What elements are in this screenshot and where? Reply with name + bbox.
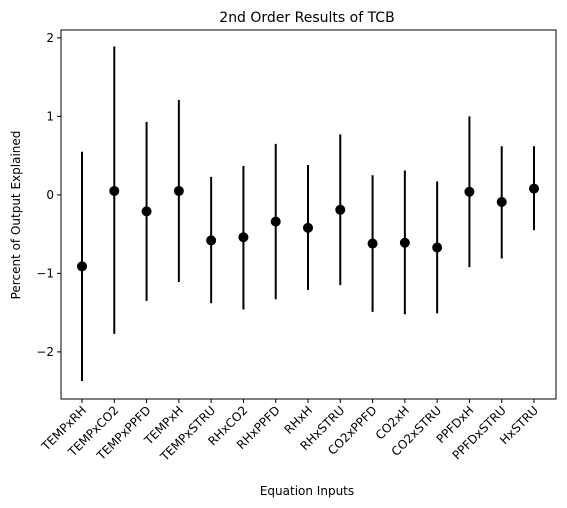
data-point [496,196,507,207]
data-point [77,261,87,272]
data-point [173,185,184,196]
data-point [367,238,378,249]
y-tick-label: 0 [46,188,54,202]
data-point [529,183,539,194]
x-axis: TEMPxRHTEMPxCO2TEMPxPPFDTEMPxHTEMPxSTRUR… [38,399,541,465]
x-axis-label: Equation Inputs [260,484,354,498]
data-point [335,204,346,215]
chart-title: 2nd Order Results of TCB [219,10,394,26]
y-tick-label: −1 [36,266,54,280]
y-axis: −2 −1 0 1 2 [36,31,61,359]
y-tick-label: −2 [36,345,54,359]
data-point [238,232,249,243]
y-axis-label: Percent of Output Explained [9,131,23,300]
data-point [270,216,281,227]
data-point [432,242,443,253]
data-point [464,186,475,197]
series-marks [77,46,539,381]
y-tick-label: 1 [46,109,54,123]
data-point [141,206,152,217]
data-point [109,185,120,196]
y-tick-label: 2 [46,31,54,45]
data-point [206,235,217,246]
data-point [399,237,410,248]
data-point [303,222,313,233]
